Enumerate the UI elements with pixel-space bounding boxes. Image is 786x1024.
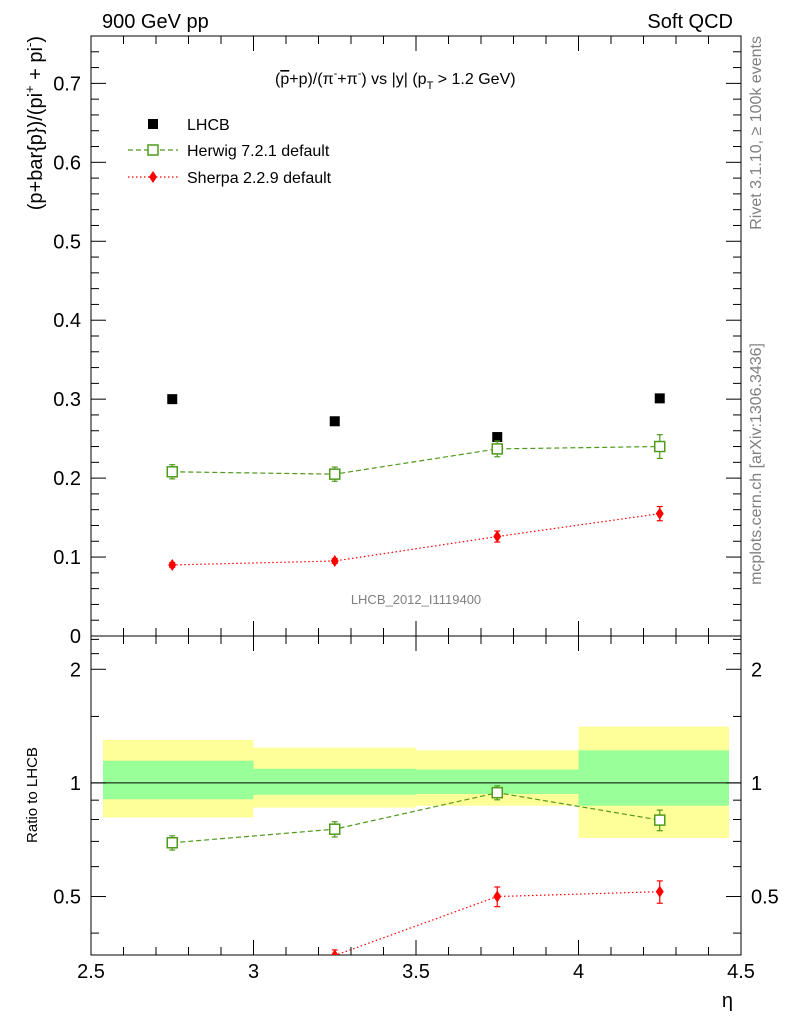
y-tick-label-zero: 0 <box>70 626 81 648</box>
ratio-herwig-7-2-1-default-point <box>166 837 178 849</box>
header-right: Soft QCD <box>647 11 733 33</box>
main-sherpa-2-2-9-default-point <box>330 555 339 567</box>
ratio-y-tick-label-left: 1 <box>70 773 81 795</box>
plot-title: (p+p)/(π-+π-) vs |y| (pT > 1.2 GeV) <box>275 68 516 92</box>
x-tick-label: 4.5 <box>727 961 755 983</box>
uncertainty-band-inner <box>103 760 254 800</box>
ratio-sherpa-2-2-9-default-point <box>168 974 176 986</box>
uncertainty-band-inner <box>253 768 416 795</box>
ratio-herwig-7-2-1-default-point <box>491 786 503 799</box>
main-lhcb-point <box>654 393 665 404</box>
ratio-ylabel: Ratio to LHCB <box>24 747 41 843</box>
main-sherpa-2-2-9-default-point <box>493 530 502 543</box>
mcplots-label: mcplots.cern.ch [arXiv:1306.3436] <box>748 343 765 585</box>
main-lhcb-point <box>492 432 503 443</box>
ratio-y-tick-label-right: 0.5 <box>751 887 779 909</box>
ratio-y-tick-label-right: 2 <box>751 659 762 681</box>
main-herwig-7-2-1-default-point <box>329 468 341 480</box>
ratio-herwig-7-2-1-default-line <box>172 792 660 844</box>
y-tick-label: 0.2 <box>53 468 81 490</box>
legend-marker-sherpa-2-2-9-default <box>149 171 157 183</box>
main-herwig-7-2-1-default-point <box>166 466 178 478</box>
legend-marker-herwig-7-2-1-default <box>147 144 159 156</box>
uncertainty-band-inner <box>578 750 729 806</box>
x-tick-label: 3.5 <box>402 961 430 983</box>
ratio-xlabel: η <box>722 990 733 1012</box>
ratio-sherpa-2-2-9-default-point <box>493 890 502 903</box>
x-tick-label: 4 <box>573 961 584 983</box>
main-sherpa-2-2-9-default-point <box>168 558 177 571</box>
x-tick-label: 2.5 <box>77 961 105 983</box>
legend-label-herwig-7-2-1-default: Herwig 7.2.1 default <box>187 143 330 160</box>
y-tick-label: 0.7 <box>53 73 81 95</box>
ratio-sherpa-2-2-9-default-point <box>655 885 664 898</box>
header-left: 900 GeV pp <box>102 11 209 33</box>
main-herwig-7-2-1-default-point <box>654 440 666 453</box>
ratio-herwig-7-2-1-default-point <box>329 823 341 835</box>
x-tick-label: 3 <box>248 961 259 983</box>
ratio-plot-frame: 0.5 0.5 1 1 2 2 2.5 3 3.5 4 4.5 <box>53 635 779 983</box>
main-sherpa-2-2-9-default-line <box>172 513 660 566</box>
y-tick-label: 0.3 <box>53 389 81 411</box>
main-ylabel: (p+bar{p})/(pi+ + pi-) <box>22 36 47 210</box>
ratio-herwig-7-2-1-default-point <box>654 814 666 826</box>
y-tick-label: 0.6 <box>53 152 81 174</box>
ratio-y-tick-label-left: 0.5 <box>53 887 81 909</box>
main-sherpa-2-2-9-default-point <box>655 507 664 520</box>
y-tick-label: 0.4 <box>53 310 81 332</box>
title-pbar: p <box>280 71 289 88</box>
main-herwig-7-2-1-default-line <box>172 445 660 475</box>
ratio-sherpa-2-2-9-default-point <box>331 949 339 955</box>
y-tick-label: 0.5 <box>53 231 81 253</box>
main-lhcb-point <box>167 394 178 405</box>
ratio-y-tick-label-left: 2 <box>70 659 81 681</box>
y-tick-label: 0.1 <box>53 547 81 569</box>
analysis-watermark: LHCB_2012_I1119400 <box>351 592 481 607</box>
ratio-y-tick-label-right: 1 <box>751 773 762 795</box>
rivet-label: Rivet 3.1.10, ≥ 100k events <box>748 36 765 230</box>
legend-label-lhcb: LHCB <box>187 117 230 134</box>
legend-marker-lhcb <box>148 119 158 129</box>
legend-label-sherpa-2-2-9-default: Sherpa 2.2.9 default <box>187 170 332 187</box>
main-lhcb-point <box>329 416 340 427</box>
legend: LHCB Herwig 7.2.1 default Sherpa 2.2.9 def… <box>128 117 332 187</box>
main-herwig-7-2-1-default-point <box>491 443 503 455</box>
